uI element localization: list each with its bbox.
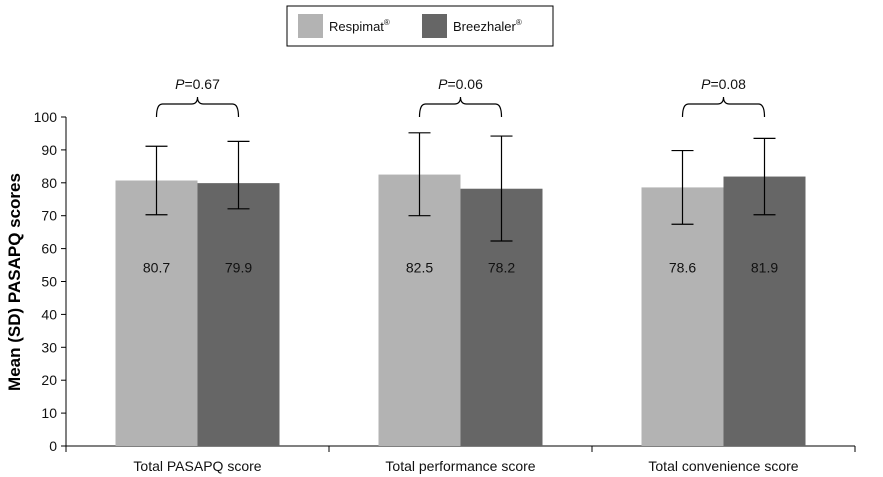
error-bars	[145, 132, 776, 242]
data-labels: 80.7 79.9 82.5 78.2 78.6 81.9	[143, 259, 778, 275]
x-tick-label-2: Total convenience score	[648, 458, 798, 474]
p-value-label-2: P=0.08	[701, 76, 746, 92]
value-label-s1-c2: 81.9	[751, 259, 778, 275]
p-bracket-2	[681, 96, 766, 118]
y-tick-label-100: 100	[34, 109, 58, 125]
bar-s0-c2	[641, 187, 724, 446]
value-label-s1-c0: 79.9	[225, 259, 252, 275]
bars	[115, 174, 806, 447]
p-value-number-0: =0.67	[184, 76, 220, 92]
p-value-number-2: =0.08	[710, 76, 746, 92]
p-value-label-0: P=0.67	[175, 76, 220, 92]
bar-s1-c2	[723, 176, 806, 446]
bar-s0-c1	[378, 174, 461, 446]
value-label-s1-c1: 78.2	[488, 259, 515, 275]
y-tick-label-40: 40	[41, 306, 57, 322]
value-label-s0-c0: 80.7	[143, 259, 170, 275]
y-tick-label-0: 0	[49, 438, 57, 454]
y-tick-label-50: 50	[41, 274, 57, 290]
y-tick-label-10: 10	[41, 405, 57, 421]
y-tick-label-80: 80	[41, 175, 57, 191]
p-value-number-1: =0.06	[447, 76, 483, 92]
y-tick-label-20: 20	[41, 372, 57, 388]
x-tick-label-1: Total performance score	[385, 458, 535, 474]
legend-label-respimat: Respimat®	[329, 18, 390, 34]
p-bracket-1	[418, 96, 503, 118]
y-tick-label-60: 60	[41, 241, 57, 257]
p-value-italic-0: P	[175, 76, 185, 92]
p-value-label-1: P=0.06	[438, 76, 483, 92]
p-bracket-0	[155, 96, 240, 118]
legend-swatch-breezhaler	[422, 14, 447, 38]
y-tick-label-70: 70	[41, 208, 57, 224]
value-label-s0-c1: 82.5	[406, 259, 433, 275]
legend-frame	[286, 5, 554, 47]
value-label-s0-c2: 78.6	[669, 259, 696, 275]
x-tick-label-0: Total PASAPQ score	[133, 458, 261, 474]
p-value-italic-1: P	[438, 76, 448, 92]
y-axis-label: Mean (SD) PASAPQ scores	[5, 173, 24, 391]
legend-swatch-respimat	[298, 14, 323, 38]
bar-s0-c0	[115, 180, 198, 446]
legend: Respimat® Breezhaler®	[286, 5, 554, 47]
legend-label-breezhaler: Breezhaler®	[453, 18, 522, 34]
p-value-italic-2: P	[701, 76, 711, 92]
y-tick-label-90: 90	[41, 142, 57, 158]
y-tick-label-30: 30	[41, 339, 57, 355]
p-value-brackets: P=0.67 P=0.06 P=0.08	[155, 76, 766, 118]
bar-s1-c0	[197, 183, 280, 446]
